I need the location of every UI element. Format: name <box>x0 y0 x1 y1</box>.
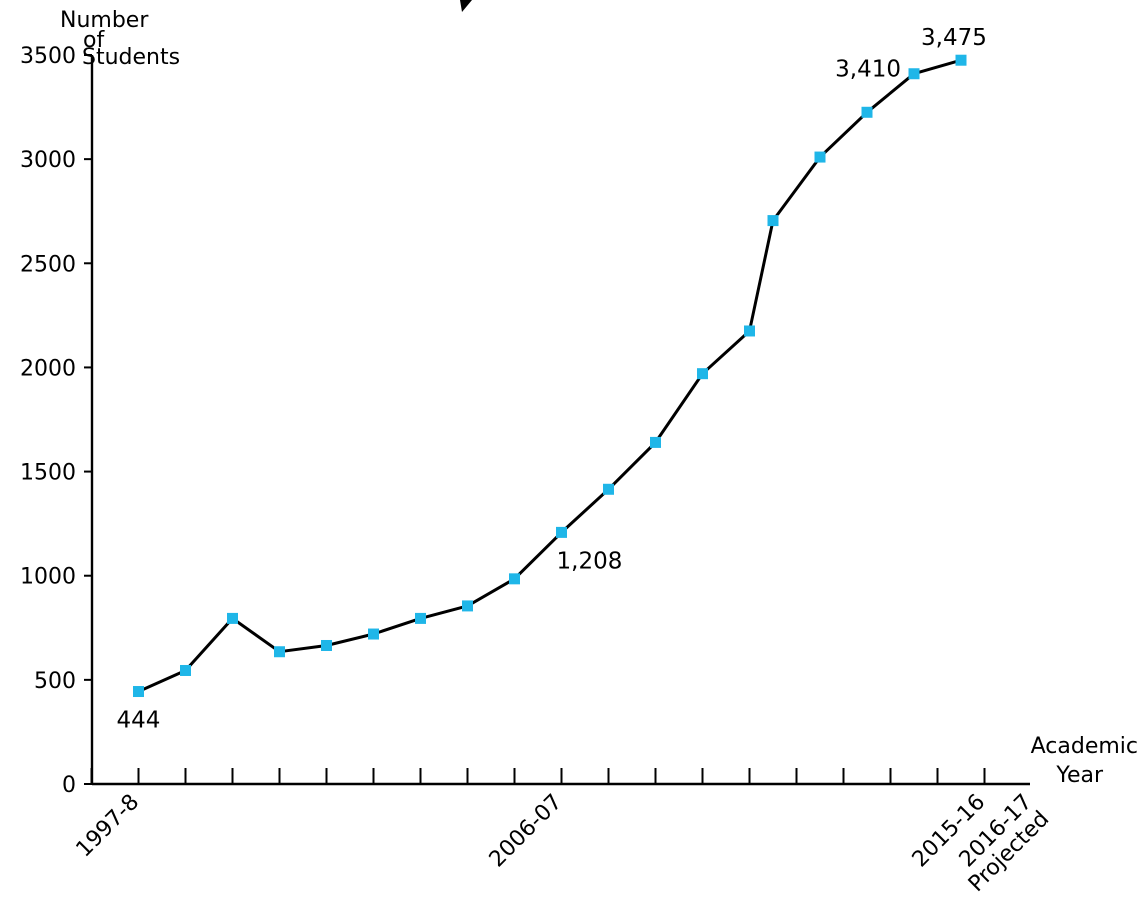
data-point-marker <box>462 600 473 612</box>
data-point-marker <box>368 628 379 640</box>
series-layer <box>133 54 967 698</box>
data-point-marker <box>744 325 755 337</box>
data-point-marker <box>133 686 144 698</box>
data-point-marker <box>767 215 779 227</box>
y-tick-label: 2500 <box>20 252 76 277</box>
data-label: 3,475 <box>921 25 987 51</box>
data-point-marker <box>697 368 708 380</box>
data-point-marker <box>227 612 238 624</box>
data-labels: 444 1,208 3,410 3,475 <box>117 25 987 733</box>
x-tick-label: 1997-8 <box>72 790 145 863</box>
data-point-marker <box>814 151 826 163</box>
data-label: 1,208 <box>557 548 623 574</box>
data-point-marker <box>650 436 661 448</box>
y-axis-ticks: 0 500 1000 1500 2000 2500 3000 3500 <box>20 44 92 798</box>
y-axis-title-line: Number <box>60 8 149 33</box>
data-point-marker <box>955 54 967 66</box>
y-tick-label: 2000 <box>20 356 76 381</box>
data-point-marker <box>321 639 332 651</box>
data-label: 3,410 <box>835 57 901 83</box>
x-axis-title-line: Year <box>1055 763 1104 788</box>
data-point-marker <box>556 526 567 538</box>
y-axis-title-line: of <box>83 28 105 53</box>
data-point-marker <box>274 646 285 658</box>
x-tick-label-line: 2006-07 <box>485 790 568 873</box>
data-point-marker <box>603 483 614 495</box>
series-line <box>137 58 962 693</box>
data-label: 444 <box>117 708 161 734</box>
data-point-marker <box>861 106 873 118</box>
x-tick-label-line: 1997-8 <box>72 790 145 863</box>
x-axis-ticks <box>90 768 986 784</box>
data-point-marker <box>908 68 920 80</box>
data-point-marker <box>415 612 426 624</box>
x-axis-title-line: Academic <box>1031 734 1138 759</box>
y-axis-title-line: Students <box>82 45 180 70</box>
data-point-marker <box>180 664 191 676</box>
y-tick-label: 3000 <box>20 148 76 173</box>
data-point-marker <box>509 573 520 585</box>
x-tick-label: 2006-07 <box>485 790 568 873</box>
x-axis-title: Academic Year <box>1031 734 1138 788</box>
y-tick-label: 500 <box>34 669 76 694</box>
y-tick-label: 1500 <box>20 461 76 486</box>
y-tick-label: 1000 <box>20 565 76 590</box>
pointer-arrow <box>460 0 472 12</box>
y-tick-label: 3500 <box>20 44 76 69</box>
y-tick-label: 0 <box>62 773 76 798</box>
